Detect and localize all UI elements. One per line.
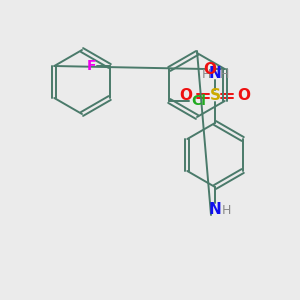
Text: N: N [208,202,221,217]
Text: H: H [221,205,231,218]
Text: O: O [179,88,193,104]
Text: S: S [209,88,220,104]
Text: H: H [201,68,211,80]
Text: H: H [219,68,229,80]
Text: Cl: Cl [191,94,206,108]
Text: N: N [208,67,221,82]
Text: F: F [87,59,97,73]
Text: O: O [238,88,250,104]
Text: O: O [203,61,216,76]
